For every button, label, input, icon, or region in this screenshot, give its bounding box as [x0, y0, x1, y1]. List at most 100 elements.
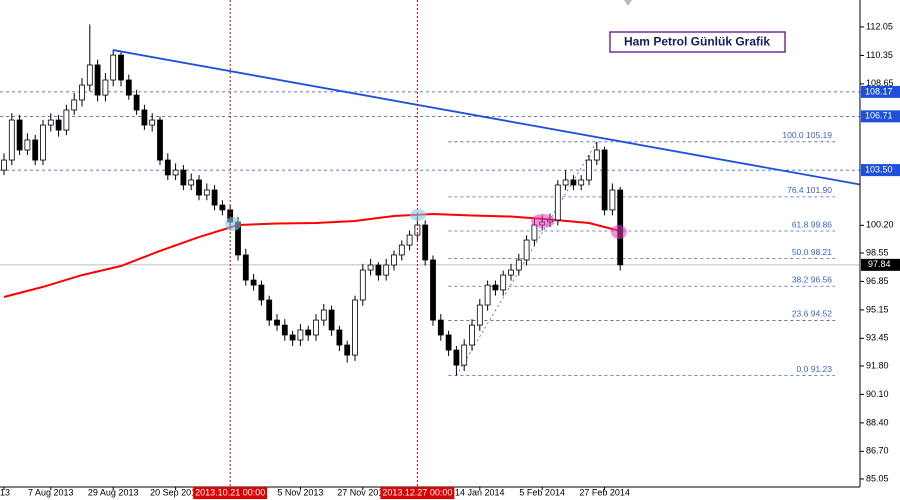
- vertical-line-label-box: [380, 487, 455, 499]
- x-tick-label: 29 Aug 2013: [88, 487, 139, 497]
- candle-body: [125, 79, 132, 96]
- candle-body: [453, 349, 460, 366]
- candle-body: [422, 224, 429, 261]
- highlight: [410, 209, 426, 221]
- y-tick-label: 100.20: [866, 220, 894, 230]
- candle-body: [515, 259, 522, 271]
- y-tick-label: 108.65: [866, 78, 894, 88]
- candle-body: [430, 259, 436, 321]
- candle-body: [16, 119, 23, 151]
- moving-average: [3, 212, 621, 298]
- y-tick-label: 98.55: [866, 247, 889, 257]
- candle-body: [305, 329, 312, 336]
- candle-body: [328, 309, 335, 331]
- vertical-line-label-box: [193, 487, 268, 499]
- y-tick-label: 91.80: [866, 360, 889, 370]
- candle-body: [196, 179, 202, 196]
- candle-body: [63, 109, 70, 131]
- candle-body: [461, 344, 468, 366]
- level-label: 103.50: [865, 164, 893, 174]
- candle-body: [593, 149, 600, 161]
- candle-body: [274, 319, 280, 326]
- highlight: [531, 214, 555, 228]
- candle-body: [508, 269, 514, 276]
- candle-body: [344, 344, 351, 356]
- candle-body: [8, 119, 15, 161]
- candle-body: [437, 319, 444, 336]
- candle-body: [492, 284, 499, 291]
- marker-icon: [624, 0, 632, 6]
- candle-body: [570, 179, 577, 186]
- candle-body: [133, 94, 140, 111]
- candle-body: [352, 299, 358, 356]
- current-price-box: [861, 258, 900, 271]
- candle-body: [406, 234, 413, 246]
- candle-body: [219, 204, 226, 211]
- candle-body: [554, 184, 561, 221]
- current-price-label: 97.84: [868, 259, 891, 269]
- level-label-box: [861, 85, 900, 98]
- candle-body: [383, 264, 390, 276]
- y-tick-label: 88.40: [866, 417, 889, 427]
- candle-body: [141, 109, 148, 126]
- candle-body: [47, 119, 54, 126]
- fib-label: 0.0 91.23: [797, 364, 833, 374]
- highlight: [225, 217, 241, 231]
- x-tick-label: 13: [0, 487, 10, 497]
- candle-body: [281, 324, 288, 336]
- candle-body: [531, 224, 538, 241]
- fib-label: 61.8 99.86: [792, 219, 832, 229]
- candle-body: [500, 274, 507, 291]
- axes: 112.05 110.35 108.65 100.20 98.55 96.85 95.15 9…: [0, 21, 900, 499]
- candle-body: [180, 169, 187, 186]
- x-tick-label: 14 Jan 2014: [455, 487, 505, 497]
- x-tick-label: 5 Feb 2014: [519, 487, 565, 497]
- candle-body: [242, 254, 249, 281]
- x-tick-label: 7 Aug 2013: [28, 487, 74, 497]
- candle-body: [391, 254, 397, 266]
- candle-body: [79, 84, 85, 101]
- candle-body: [484, 284, 491, 306]
- x-tick-label: 20 Sep 2013: [150, 487, 201, 497]
- candle-body: [149, 119, 156, 126]
- candle-body: [71, 99, 78, 111]
- candle-body: [188, 179, 195, 186]
- x-tick-label: 27 Nov 2013: [337, 487, 388, 497]
- candle-body: [586, 159, 592, 181]
- candle-body: [94, 64, 101, 96]
- candle-body: [320, 309, 327, 321]
- trendline: [113, 49, 861, 186]
- candle-body: [157, 119, 163, 161]
- plot-area: 100.0 105.19 76.4 101.90 61.8 99.86 50.0 98…: [0, 0, 861, 487]
- candle-body: [601, 149, 608, 211]
- candle-body: [86, 64, 93, 86]
- highlights: [225, 0, 632, 239]
- fib-label: 50.0 98.21: [792, 247, 832, 257]
- candle-body: [336, 329, 343, 346]
- candle-body: [258, 284, 265, 301]
- y-tick-label: 112.05: [866, 21, 893, 31]
- candle-body: [578, 179, 585, 186]
- candle-body: [211, 189, 218, 206]
- title-box: [609, 31, 786, 53]
- candle-body: [250, 279, 257, 286]
- candle-body: [24, 139, 31, 151]
- candle-body: [40, 124, 46, 161]
- y-tick-label: 93.45: [866, 333, 889, 343]
- vertical-line-label: 2013.10.21 00:00: [195, 487, 265, 497]
- fib-label: 76.4 101.90: [787, 185, 832, 195]
- fib-label: 100.0 105.19: [782, 130, 832, 140]
- candle-body: [118, 54, 124, 81]
- fib-label: 38.2 96.56: [792, 275, 832, 285]
- highlight: [611, 225, 627, 239]
- candle-body: [523, 239, 530, 261]
- fib-label: 23.6 94.52: [792, 309, 832, 319]
- level-label: 108.17: [865, 86, 893, 96]
- candle-body: [266, 299, 273, 321]
- candle-body: [609, 189, 616, 211]
- candle-body: [110, 54, 117, 81]
- candle-body: [32, 139, 39, 161]
- x-tick-label: 27 Feb 2014: [579, 487, 630, 497]
